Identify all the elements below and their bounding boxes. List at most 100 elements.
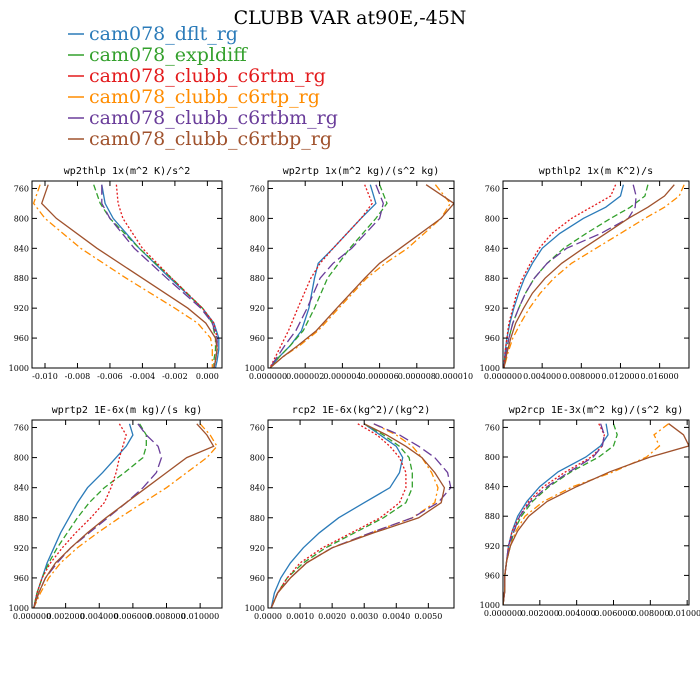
series-line [33, 423, 163, 608]
y-tick-label: 800 [485, 214, 500, 223]
x-tick-label: -0.002 [162, 372, 188, 381]
x-tick-label: 0.012000 [601, 372, 639, 381]
series-line [40, 184, 218, 368]
y-tick-label: 880 [250, 514, 265, 523]
x-tick-label: 0.008000 [631, 609, 669, 618]
panels: wp2thlp 1x(m^2 K)/s^2 760 800 840 880 920 960 1… [9, 166, 700, 621]
y-tick-label: 1000 [480, 601, 500, 610]
x-tick-label: 0.000002 [286, 372, 324, 381]
x-tick-label: 0.010000 [668, 609, 700, 618]
series-line [32, 184, 213, 368]
series-line [269, 184, 373, 368]
y-tick-label: 960 [485, 334, 500, 343]
y-tick-label: 800 [250, 214, 265, 223]
x-tick-label: 0.000000 [484, 609, 522, 618]
x-tick-label: 0.000 [196, 372, 219, 381]
x-tick-label: 0.006000 [114, 612, 152, 621]
series-line [270, 423, 404, 608]
chart-panel: wpthlp2 1x(m K^2)/s 760 800 840 880 920 960 100… [480, 166, 690, 381]
series-line [270, 423, 446, 608]
series-line [503, 184, 637, 368]
panel-title: wp2rcp 1E-3x(m^2 kg)/(s^2 kg) [509, 405, 684, 416]
x-tick-label: 0.004000 [523, 372, 561, 381]
y-tick-label: 880 [250, 274, 265, 283]
plot-frame [267, 180, 455, 369]
x-tick-label: 0.000010 [435, 372, 473, 381]
y-tick-label: 960 [250, 574, 265, 583]
series-line [503, 184, 649, 368]
x-tick-label: 0.000004 [323, 372, 361, 381]
x-tick-label: -0.008 [65, 372, 91, 381]
series-line [503, 184, 625, 368]
legend-label: cam078_clubb_c6rtbp_rg [89, 128, 332, 150]
chart-panel: wp2rcp 1E-3x(m^2 kg)/(s^2 kg) 760 800 840 88… [480, 405, 700, 618]
x-tick-label: 0.008000 [562, 372, 600, 381]
series-line [503, 184, 617, 368]
y-tick-label: 920 [250, 544, 265, 553]
plot-frame [502, 180, 690, 369]
y-tick-label: 1000 [9, 364, 29, 373]
series-line [33, 423, 218, 608]
series-line [115, 184, 218, 368]
series-line [270, 423, 413, 608]
series-line [270, 423, 407, 608]
y-tick-label: 760 [14, 424, 29, 433]
plot-frame [267, 419, 455, 609]
plot-frame [31, 180, 223, 369]
series-line [503, 423, 670, 605]
series-group [503, 184, 685, 368]
panel-title: wp2thlp 1x(m^2 K)/s^2 [64, 166, 190, 177]
series-group [270, 423, 452, 608]
series-line [503, 184, 685, 368]
panel-title: wprtp2 1E-6x(m kg)/(s kg) [52, 405, 203, 416]
x-tick-label: 0.000008 [398, 372, 436, 381]
x-tick-label: 0.000000 [13, 612, 51, 621]
series-line [269, 184, 377, 368]
series-line [33, 423, 147, 608]
legend-label: cam078_expldiff [89, 44, 248, 66]
series-line [269, 184, 454, 368]
panel-title: wpthlp2 1x(m K^2)/s [539, 166, 653, 177]
y-tick-label: 880 [485, 274, 500, 283]
series-line [33, 423, 215, 608]
y-tick-label: 960 [14, 574, 29, 583]
y-tick-label: 840 [14, 244, 29, 253]
series-group [269, 184, 454, 368]
legend-label: cam078_clubb_c6rtp_rg [89, 86, 320, 108]
plot-frame [502, 419, 690, 606]
x-tick-label: 0.010000 [181, 612, 219, 621]
x-tick-label: 0.006000 [594, 609, 632, 618]
series-line [270, 423, 452, 608]
series-group [503, 423, 689, 605]
series-line [101, 184, 220, 368]
figure-title: CLUBB VAR at90E,-45N [234, 7, 467, 29]
y-tick-label: 880 [14, 274, 29, 283]
y-tick-label: 1000 [245, 604, 265, 613]
y-tick-label: 800 [485, 453, 500, 462]
y-tick-label: 800 [14, 214, 29, 223]
y-tick-label: 920 [485, 304, 500, 313]
y-tick-label: 760 [250, 424, 265, 433]
chart-panel: rcp2 1E-6x(kg^2)/(kg^2) 760 800 840 880 920 96… [245, 405, 455, 621]
x-tick-label: 0.004000 [80, 612, 118, 621]
x-tick-label: 0.000006 [361, 372, 399, 381]
series-line [33, 423, 134, 608]
y-tick-label: 960 [485, 571, 500, 580]
y-tick-label: 840 [485, 483, 500, 492]
panel-title: wp2rtp 1x(m^2 kg)/(s^2 kg) [283, 166, 440, 177]
y-tick-label: 800 [250, 454, 265, 463]
x-tick-label: 0.0000 [254, 612, 282, 621]
x-tick-label: -0.010 [32, 372, 58, 381]
y-tick-label: 880 [485, 512, 500, 521]
chart-panel: wprtp2 1E-6x(m kg)/(s kg) 760 800 840 880 920… [9, 405, 223, 621]
y-tick-label: 960 [14, 334, 29, 343]
series-line [269, 184, 452, 368]
x-tick-label: 0.016000 [641, 372, 679, 381]
series-line [503, 184, 675, 368]
x-tick-label: -0.004 [130, 372, 156, 381]
series-line [101, 184, 218, 368]
legend-label: cam078_dflt_rg [89, 23, 238, 45]
y-tick-label: 1000 [480, 364, 500, 373]
x-tick-label: 0.0020 [318, 612, 346, 621]
legend-label: cam078_clubb_c6rtbm_rg [89, 107, 338, 129]
